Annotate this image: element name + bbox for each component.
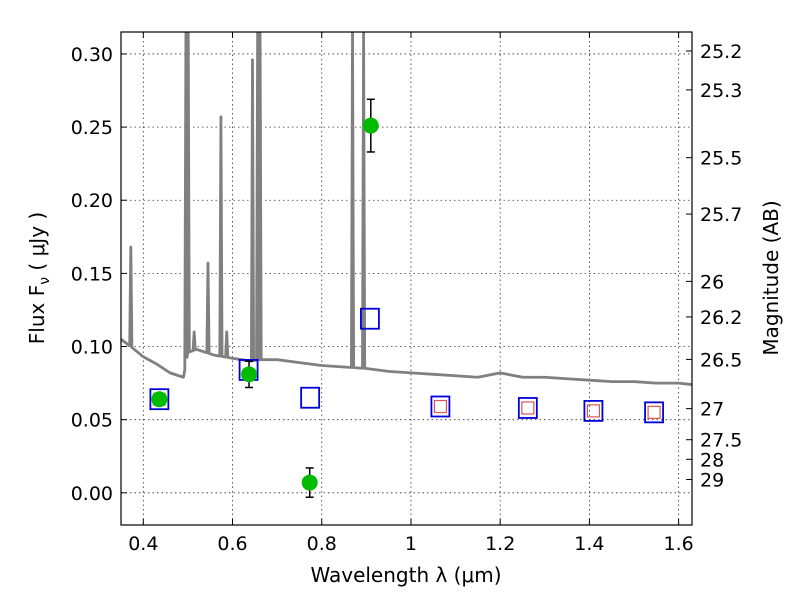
mag-tick-label: 26.2 xyxy=(700,307,742,329)
model-flux-box xyxy=(517,397,538,419)
model-flux-box xyxy=(583,399,604,422)
model-flux-inner-box xyxy=(647,405,661,419)
mag-tick-label: 25.7 xyxy=(700,204,742,226)
y-axis-label-main: Flux F xyxy=(25,285,49,344)
y-axis-label-sub: ν xyxy=(37,277,53,285)
x-tick-label: 1.6 xyxy=(664,533,694,555)
model-flux-box xyxy=(149,388,170,411)
y-tick-label: 0.20 xyxy=(71,190,113,212)
mag-tick-label: 26.5 xyxy=(700,349,742,371)
mag-tick-label: 26 xyxy=(700,271,724,293)
model-flux-box xyxy=(430,395,451,418)
y-tick-label: 0.05 xyxy=(71,410,113,432)
mag-tick-label: 25.5 xyxy=(700,148,742,170)
y-tick-label: 0.10 xyxy=(71,337,113,359)
model-flux-inner-box xyxy=(433,399,448,414)
x-axis-label: Wavelength λ (μm) xyxy=(310,563,501,587)
mag-tick-label: 28 xyxy=(700,449,724,471)
x-tick-label: 1.4 xyxy=(574,533,604,555)
model-flux-box xyxy=(644,401,664,424)
y-tick-label: 0.30 xyxy=(71,44,113,66)
mag-tick-label: 29 xyxy=(700,469,724,491)
x-tick-label: 0.4 xyxy=(128,533,158,555)
model-flux-box xyxy=(300,386,321,409)
model-flux-inner-box xyxy=(521,401,535,415)
observed-point xyxy=(362,117,379,134)
y-axis-label-unit: ( μJy ) xyxy=(25,212,49,277)
mag-tick-label: 27.5 xyxy=(700,430,742,452)
x-tick-label: 0.6 xyxy=(217,533,247,555)
y-axis-label: Flux Fν ( μJy ) xyxy=(25,212,53,344)
model-flux-box xyxy=(360,307,380,330)
mag-tick-label: 27 xyxy=(700,399,724,421)
axis-ticks: 0.4 0.6 0.8 1 1.2 1.4 1.6 0.00 0.05 0.10 0.15 0.20 0… xyxy=(71,32,742,555)
x-tick-label: 1.2 xyxy=(485,533,515,555)
mag-tick-label: 25.2 xyxy=(700,41,742,63)
y2-axis-label: Magnitude (AB) xyxy=(759,200,783,355)
x-tick-label: 0.8 xyxy=(307,533,337,555)
observed-point xyxy=(151,391,168,408)
y-tick-label: 0.00 xyxy=(71,483,113,505)
y-tick-label: 0.25 xyxy=(71,117,113,139)
plot-area xyxy=(121,32,692,498)
observed-point xyxy=(241,366,258,383)
x-tick-label: 1 xyxy=(405,533,417,555)
grid-lines xyxy=(121,32,692,525)
plot-frame xyxy=(120,31,693,526)
model-spectrum-line xyxy=(121,32,692,386)
model-flux-inner-box xyxy=(586,404,601,418)
mag-tick-label: 25.3 xyxy=(700,80,742,102)
observed-point xyxy=(301,474,318,491)
y-tick-label: 0.15 xyxy=(71,263,113,285)
